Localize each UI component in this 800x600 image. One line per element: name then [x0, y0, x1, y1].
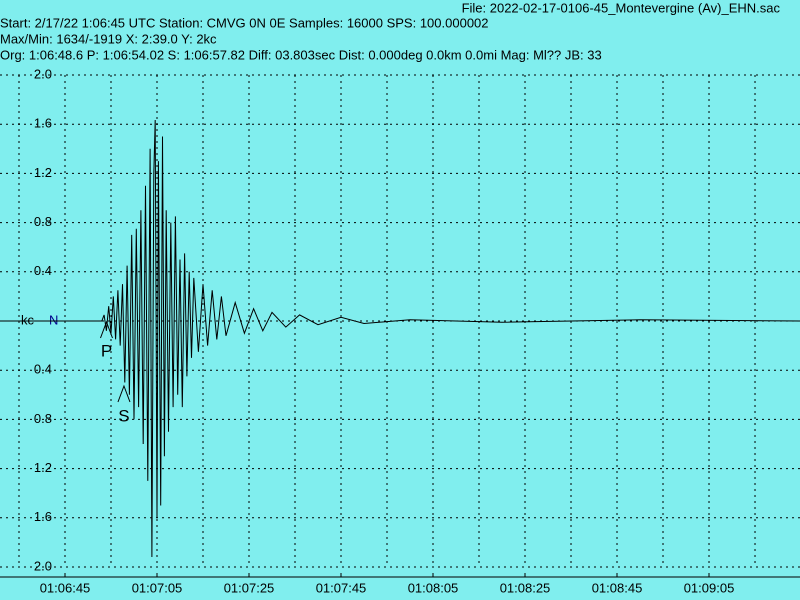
y-tick-label: 0.4: [34, 362, 52, 377]
x-tick-label: 01:08:05: [408, 580, 459, 595]
origin-label: Org: 1:06:48.6 P: 1:06:54.02 S: 1:06:57.…: [0, 47, 602, 62]
y-tick-label: 0.8: [34, 411, 52, 426]
x-tick-label: 01:08:45: [592, 580, 643, 595]
x-tick-label: 01:09:05: [684, 580, 735, 595]
phase-arrow: [117, 384, 131, 403]
file-label: File: 2022-02-17-0106-45_Montevergine (A…: [462, 0, 781, 15]
y-tick-label: 1.6: [34, 116, 52, 131]
phase-label: P: [101, 341, 112, 360]
y-tick-label: 0.4: [34, 263, 52, 278]
x-tick-label: 01:07:45: [316, 580, 367, 595]
maxmin-label: Max/Min: 1634/-1919 X: 2:39.0 Y: 2kc: [0, 31, 217, 46]
y-tick-label: 1.6: [34, 509, 52, 524]
x-tick-label: 01:07:25: [224, 580, 275, 595]
y-tick-label: 2.0: [34, 66, 52, 81]
y-tick-label: 0.8: [34, 214, 52, 229]
trace: [0, 119, 800, 558]
x-tick-label: 01:06:45: [40, 580, 91, 595]
phase-arrow: [100, 320, 113, 339]
y-unit-label: kc: [21, 312, 35, 327]
y-tick-label: 1.2: [34, 165, 52, 180]
y-tick-label: 1.2: [34, 460, 52, 475]
y-tick-label: 2.0: [34, 558, 52, 573]
x-tick-label: 01:07:05: [132, 580, 183, 595]
x-tick-label: 01:08:25: [500, 580, 551, 595]
phase-label: S: [118, 406, 129, 425]
channel-label: N: [49, 312, 58, 327]
start-label: Start: 2/17/22 1:06:45 UTC Station: CMVG…: [0, 15, 489, 30]
